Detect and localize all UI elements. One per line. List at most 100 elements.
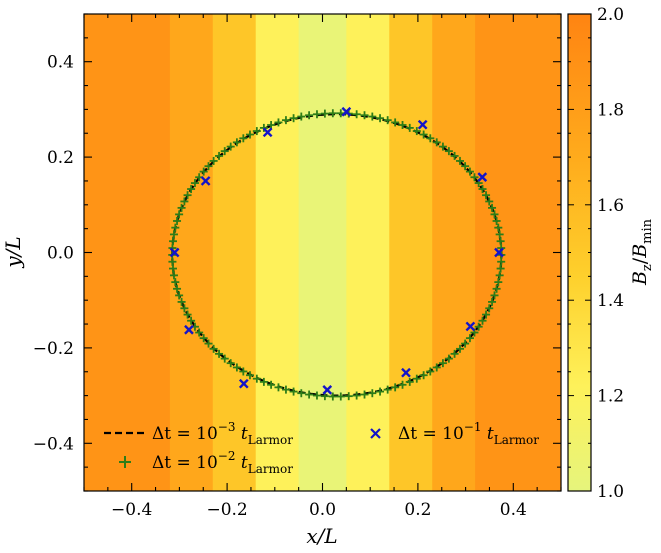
x-marker — [341, 106, 352, 117]
plus-marker — [169, 230, 178, 239]
plus-marker — [450, 349, 459, 358]
plus-marker — [432, 138, 441, 147]
plus-marker — [405, 123, 414, 132]
legend-entry-dt-1e-2: Δt = 10−2 tLarmor — [152, 449, 293, 476]
legend-x-symbol — [370, 428, 381, 439]
series-plus-markers — [168, 109, 506, 401]
plus-marker — [180, 197, 189, 206]
plus-marker — [220, 147, 229, 156]
colorbar-tick-label: 1.8 — [597, 100, 624, 120]
colorbar-tick-label: 1.4 — [597, 291, 624, 311]
plus-marker — [344, 392, 353, 401]
plus-marker — [360, 390, 369, 399]
plus-marker — [383, 385, 392, 394]
series-x-markers — [169, 106, 504, 395]
plus-marker — [215, 349, 224, 358]
plus-marker — [455, 156, 464, 165]
plus-marker — [209, 344, 218, 353]
plus-marker — [478, 185, 487, 194]
colorbar-tick-label: 1.0 — [597, 482, 624, 502]
plus-marker — [245, 371, 254, 380]
colorbar-tick-labels: 1.0 1.2 1.4 1.6 1.8 2.0 — [597, 5, 624, 502]
field-band — [169, 14, 214, 491]
plus-marker — [485, 304, 494, 313]
colorbar-tick-label: 1.2 — [597, 387, 624, 407]
plus-marker — [187, 316, 196, 325]
plus-marker — [252, 374, 261, 383]
plus-marker — [488, 203, 497, 212]
plus-marker — [495, 271, 504, 280]
x-marker — [401, 367, 411, 378]
x-marker — [477, 172, 488, 182]
plus-marker — [497, 257, 506, 266]
plus-marker — [496, 237, 505, 246]
plus-marker — [320, 109, 329, 118]
plus-marker — [171, 223, 180, 232]
x-tick-label: 0.2 — [404, 500, 431, 520]
field-band — [389, 14, 433, 491]
plus-marker — [461, 339, 470, 348]
plus-marker — [482, 310, 491, 319]
plus-marker — [470, 173, 479, 182]
plus-marker — [281, 116, 290, 125]
legend-plus-symbol — [119, 456, 131, 468]
y-axis-label: y/L — [1, 236, 25, 268]
plus-marker — [465, 334, 474, 343]
plus-marker — [199, 334, 208, 343]
plus-marker — [419, 371, 428, 380]
plus-marker — [289, 387, 298, 396]
plus-marker — [274, 118, 283, 127]
plus-marker — [204, 162, 213, 171]
plus-marker — [444, 354, 453, 363]
plus-marker — [412, 127, 421, 136]
field-band — [84, 14, 171, 491]
plus-marker — [226, 359, 235, 368]
plus-marker — [352, 110, 361, 119]
plus-marker — [419, 130, 428, 139]
plus-marker — [494, 278, 503, 287]
plus-marker — [245, 130, 254, 139]
plus-marker — [204, 339, 213, 348]
plus-marker — [450, 151, 459, 160]
plus-marker — [485, 197, 494, 206]
plus-marker — [438, 359, 447, 368]
y-tick-label: −0.2 — [33, 339, 74, 359]
plus-marker — [175, 291, 184, 300]
plus-marker — [398, 380, 407, 389]
plus-marker — [412, 374, 421, 383]
plus-marker — [391, 383, 400, 392]
plus-marker — [490, 210, 499, 219]
x-tick-label: 0.0 — [309, 500, 336, 520]
plus-marker — [368, 389, 377, 398]
plus-marker — [305, 111, 314, 120]
y-tick-label: 0.4 — [47, 53, 74, 73]
plus-marker — [474, 322, 483, 331]
plus-marker — [398, 121, 407, 130]
y-tick-label: 0.2 — [47, 148, 74, 168]
plus-marker — [494, 223, 503, 232]
plus-marker — [267, 121, 276, 130]
plus-marker — [478, 316, 487, 325]
plus-marker — [259, 123, 268, 132]
legend: Δt = 10−3 tLarmor Δt = 10−2 tLarmor Δt =… — [104, 420, 539, 476]
plus-marker — [426, 134, 435, 143]
plus-marker — [177, 297, 186, 306]
plus-marker — [360, 111, 369, 120]
x-marker — [322, 385, 333, 395]
field-band — [475, 14, 561, 491]
plus-marker — [328, 392, 337, 401]
plus-marker — [383, 116, 392, 125]
bz-field-bands — [84, 14, 561, 491]
plus-marker — [259, 377, 268, 386]
colorbar — [567, 13, 592, 492]
x-marker — [200, 176, 211, 186]
plus-marker — [281, 385, 290, 394]
field-band — [212, 14, 257, 491]
plus-marker — [183, 191, 192, 200]
plus-marker — [195, 328, 204, 337]
plus-marker — [209, 156, 218, 165]
plus-marker — [328, 109, 337, 118]
plus-marker — [490, 291, 499, 300]
plus-marker — [169, 264, 178, 273]
